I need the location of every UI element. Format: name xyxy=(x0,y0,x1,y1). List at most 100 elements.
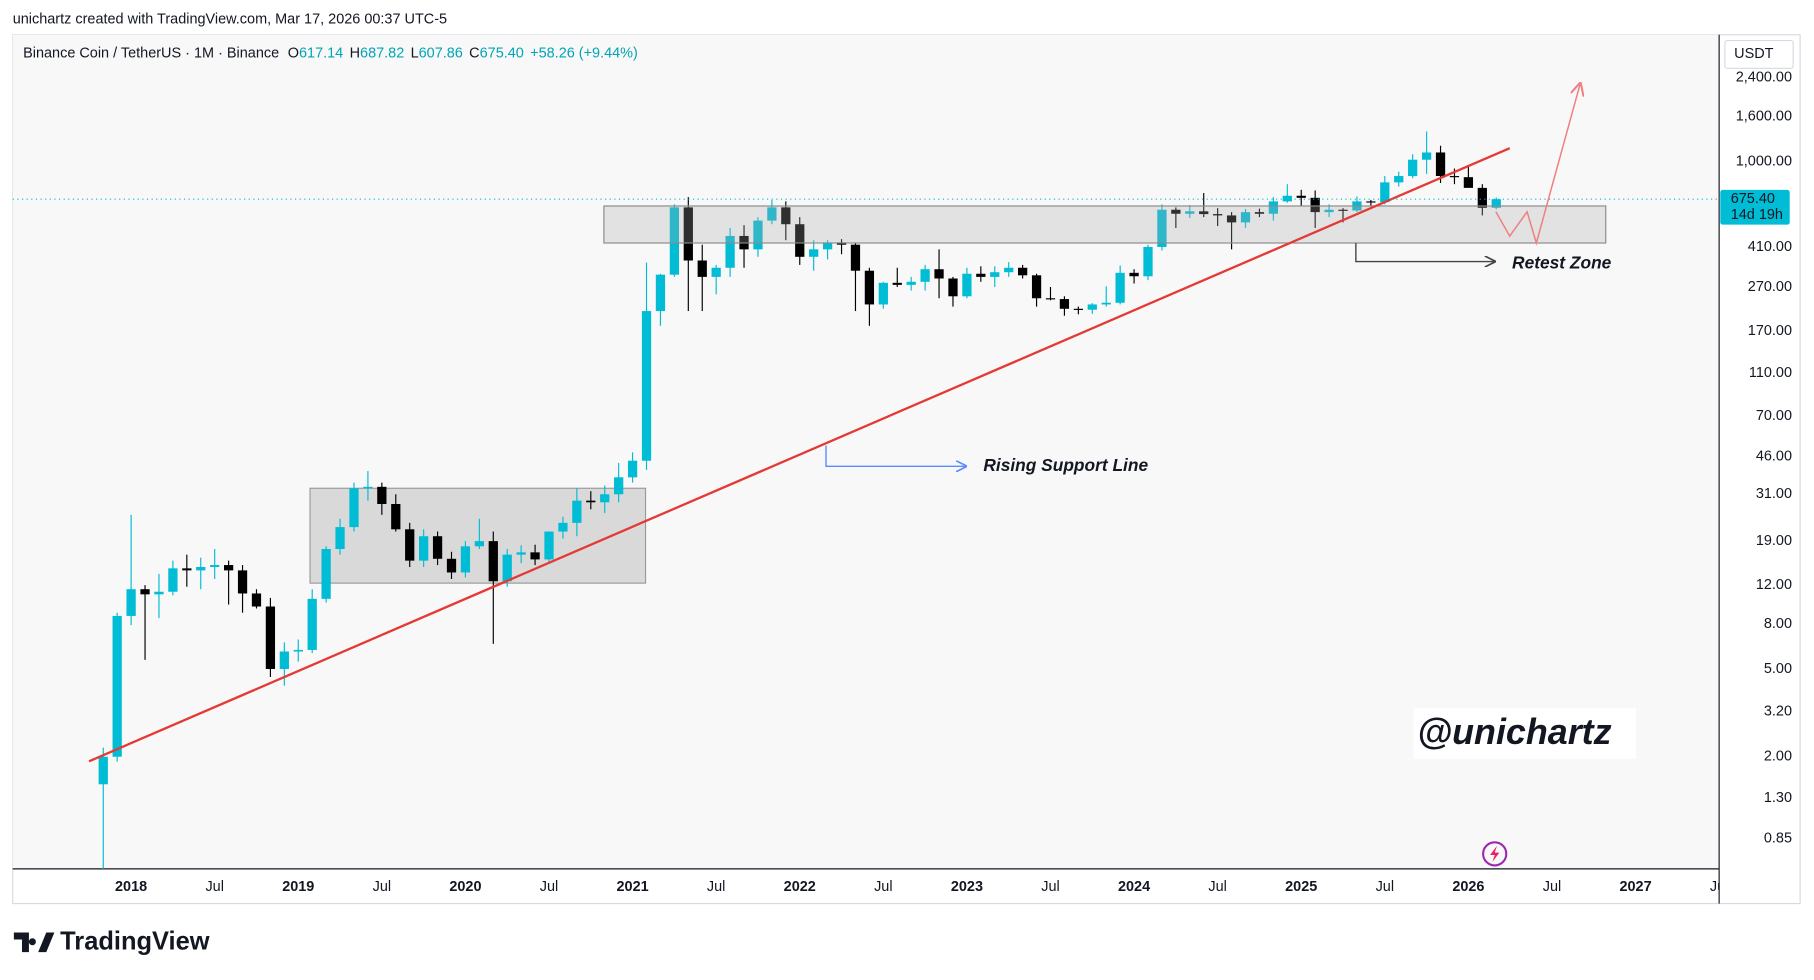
candle-body xyxy=(976,273,986,277)
x-tick-label: 2027 xyxy=(1619,879,1651,895)
candle-body xyxy=(488,541,498,582)
symbol: Binance Coin / TetherUS · 1M · Binance xyxy=(23,45,279,61)
y-tick-label: 1,000.00 xyxy=(1736,153,1792,169)
y-tick-label: 70.00 xyxy=(1756,408,1792,424)
candle-body xyxy=(196,567,206,571)
change: +58.26 (+9.44%) xyxy=(530,45,638,61)
candle-body xyxy=(140,589,150,595)
credit: unichartz created with TradingView.com, … xyxy=(13,12,447,28)
candle-body xyxy=(446,558,457,573)
x-tick-label: Jul xyxy=(540,879,558,895)
y-tick-label: 2.00 xyxy=(1764,749,1792,765)
candle-body xyxy=(405,529,415,561)
candle-body xyxy=(669,207,680,275)
y-tick-label: 8.00 xyxy=(1764,616,1792,632)
candle-body xyxy=(223,565,234,571)
candle-body xyxy=(1087,304,1097,310)
x-tick-label: 2025 xyxy=(1285,879,1317,895)
candle-body xyxy=(1366,201,1376,203)
x-tick-label: 2020 xyxy=(449,879,481,895)
candle-body xyxy=(293,649,303,652)
candle-body xyxy=(1449,176,1460,178)
y-tick-label: 0.85 xyxy=(1764,830,1792,846)
candle-body xyxy=(1310,197,1320,213)
candle-body xyxy=(725,235,735,268)
candle-body xyxy=(1018,267,1028,276)
x-tick-label: 2023 xyxy=(951,879,983,895)
x-tick-label: 2018 xyxy=(115,879,147,895)
candle-body xyxy=(864,270,875,305)
currency-box[interactable] xyxy=(1724,39,1794,69)
x-tick-label: Jul xyxy=(205,879,223,895)
candle-body xyxy=(1394,176,1404,183)
candle-body xyxy=(1463,177,1474,188)
candle-body xyxy=(1101,302,1111,305)
support-arrow xyxy=(825,445,966,466)
candle-body xyxy=(822,242,833,250)
currency: USDT xyxy=(1734,46,1774,62)
tradingview-logo xyxy=(13,932,55,953)
candle-body xyxy=(321,549,331,599)
candle-body xyxy=(655,274,666,312)
x-tick-label: 2026 xyxy=(1452,879,1484,895)
candle-body xyxy=(98,756,108,785)
candle-body xyxy=(1324,209,1334,213)
candle-body xyxy=(711,267,721,277)
candle-body xyxy=(1282,195,1292,202)
watermark: @unichartz xyxy=(1417,712,1611,752)
candle-body xyxy=(1435,152,1446,177)
last-price-label: 675.40 xyxy=(1731,191,1775,207)
x-tick-label: Jul xyxy=(373,879,391,895)
candle-body xyxy=(349,488,359,528)
candle-body xyxy=(600,494,610,503)
candle-body xyxy=(1129,272,1139,277)
y-tick-label: 410.00 xyxy=(1748,239,1792,255)
candle-body xyxy=(1031,275,1042,299)
y-tick-label: 1,600.00 xyxy=(1736,108,1792,124)
support-label: Rising Support Line xyxy=(983,455,1148,475)
candle-body xyxy=(1185,211,1195,214)
y-tick-label: 270.00 xyxy=(1748,279,1792,295)
candle-body xyxy=(112,615,122,757)
candle-body xyxy=(460,546,471,573)
candle-body xyxy=(516,552,526,555)
candle-body xyxy=(1059,299,1070,309)
candle-body xyxy=(892,282,902,285)
y-tick-label: 2,400.00 xyxy=(1736,70,1792,86)
candle-body xyxy=(767,207,777,221)
retest-arrow xyxy=(1355,243,1495,262)
candle-body xyxy=(1268,201,1279,214)
candle-body xyxy=(391,504,401,530)
close-value: 675.40 xyxy=(480,45,524,61)
y-tick-label: 46.00 xyxy=(1756,448,1792,464)
lightning-icon xyxy=(1482,841,1508,867)
candle-body xyxy=(753,220,763,250)
candle-body xyxy=(990,272,1000,277)
accumulation-zone xyxy=(309,487,647,584)
candle-body xyxy=(1477,187,1487,208)
candle-body xyxy=(1240,212,1251,223)
open-label: O xyxy=(288,45,299,61)
high-value: 687.82 xyxy=(360,45,404,61)
low-value: 607.86 xyxy=(419,45,463,61)
high-label: H xyxy=(350,45,360,61)
candle-body xyxy=(363,486,373,489)
candle-body xyxy=(878,282,888,305)
candle-body xyxy=(627,460,638,478)
open-value: 617.14 xyxy=(299,45,343,61)
x-tick-label: Jul xyxy=(1543,879,1561,895)
candle-body xyxy=(1171,209,1181,214)
candle-body xyxy=(809,249,819,257)
candle-body xyxy=(419,536,429,561)
candle-body xyxy=(697,260,707,277)
candle-body xyxy=(182,568,192,571)
candle-body xyxy=(1296,195,1306,198)
support-line xyxy=(88,147,1511,763)
candle-body xyxy=(335,527,345,550)
candle-body xyxy=(210,565,220,568)
candle-body xyxy=(237,570,248,594)
candle-body xyxy=(432,536,443,559)
candle-body xyxy=(1143,246,1153,277)
y-tick-label: 19.00 xyxy=(1756,533,1792,549)
